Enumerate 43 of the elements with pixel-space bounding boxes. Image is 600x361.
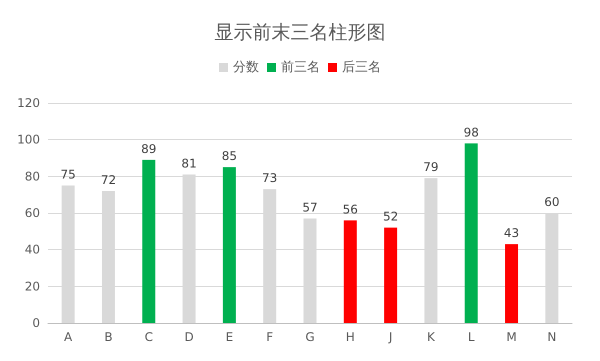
legend-label: 前三名 xyxy=(281,60,320,75)
data-label: 56 xyxy=(342,202,358,216)
bar xyxy=(222,167,236,323)
data-label: 57 xyxy=(302,200,318,214)
data-label: 75 xyxy=(60,168,76,182)
bar xyxy=(505,244,518,323)
data-label: 89 xyxy=(141,142,156,156)
y-tick-label: 80 xyxy=(24,169,40,184)
x-tick-label: A xyxy=(64,330,74,344)
x-tick-label: J xyxy=(388,330,392,344)
y-tick-label: 120 xyxy=(17,96,40,110)
data-label: 43 xyxy=(504,226,520,240)
x-tick-label: K xyxy=(426,330,436,344)
x-tick-label: B xyxy=(104,330,113,344)
x-tick-label: G xyxy=(305,330,315,344)
data-label: 52 xyxy=(382,210,398,224)
data-label: 85 xyxy=(222,149,238,164)
data-label: 79 xyxy=(423,160,439,174)
y-tick-label: 40 xyxy=(24,242,40,257)
legend-label: 分数 xyxy=(233,60,259,75)
bar xyxy=(384,228,398,323)
chart-title: 显示前末三名柱形图 xyxy=(214,22,386,44)
data-label: 60 xyxy=(544,195,560,209)
y-tick-label: 20 xyxy=(24,279,40,294)
bar xyxy=(464,143,478,323)
data-label: 73 xyxy=(262,171,278,186)
bar xyxy=(142,160,156,323)
y-tick-label: 0 xyxy=(32,316,40,330)
bar xyxy=(344,220,357,323)
x-tick-label: C xyxy=(144,330,153,344)
data-label: 98 xyxy=(464,125,479,140)
x-tick-label: E xyxy=(226,330,234,344)
x-tick-label: L xyxy=(468,330,475,344)
y-tick-label: 60 xyxy=(24,206,40,220)
legend-label: 后三名 xyxy=(342,60,381,75)
x-tick-label: M xyxy=(506,330,517,344)
x-tick-label: N xyxy=(547,330,556,344)
data-label: 81 xyxy=(181,156,197,170)
x-tick-label: H xyxy=(346,330,355,344)
data-label: 72 xyxy=(100,173,116,187)
y-tick-label: 100 xyxy=(17,132,40,147)
x-tick-label: F xyxy=(266,330,274,344)
x-tick-label: D xyxy=(184,330,194,344)
